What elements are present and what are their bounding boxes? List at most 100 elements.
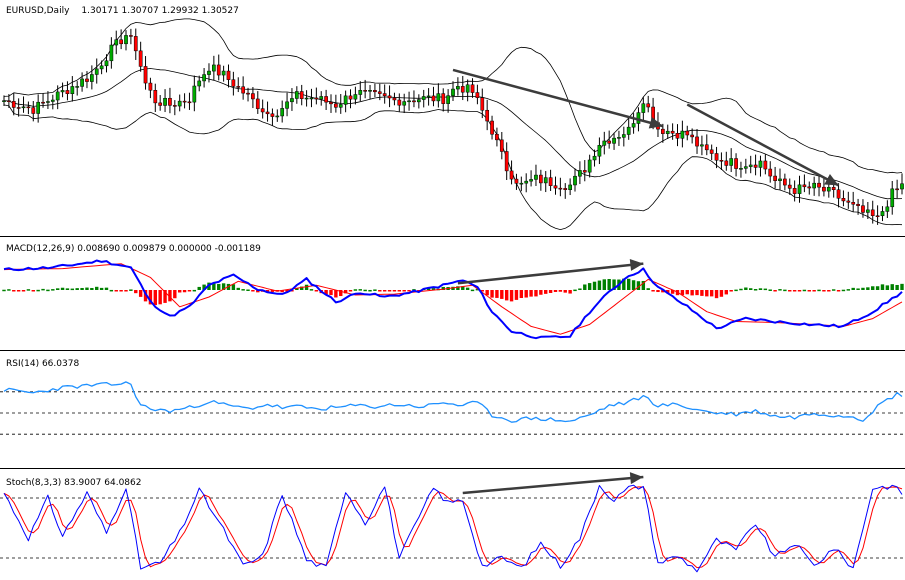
macd-histogram-bar xyxy=(456,286,460,290)
macd-histogram-bar xyxy=(827,290,831,292)
candle-body xyxy=(329,101,333,105)
candle-body xyxy=(851,202,856,205)
candle-body xyxy=(856,203,860,206)
candle-body xyxy=(80,78,84,87)
macd-histogram-bar xyxy=(431,288,436,290)
candles xyxy=(2,28,904,225)
macd-histogram-bar xyxy=(602,279,606,290)
macd-histogram-bar xyxy=(753,289,758,291)
macd-histogram-bar xyxy=(895,284,899,290)
candle-body xyxy=(802,184,807,188)
macd-histogram-bar xyxy=(807,290,811,292)
stoch-levels xyxy=(0,497,905,559)
candle-body xyxy=(509,170,514,180)
macd-histogram-bar xyxy=(177,290,182,293)
macd-pane[interactable]: MACD(12,26,9) 0.008690 0.009879 0.000000… xyxy=(2,244,904,340)
candle-body xyxy=(212,64,216,72)
candle-body xyxy=(797,184,802,194)
macd-histogram-bar xyxy=(309,289,314,291)
price-pane[interactable]: EURUSD,Daily 1.30171 1.30707 1.29932 1.30… xyxy=(2,6,904,231)
macd-line xyxy=(3,259,903,340)
macd-histogram-bar xyxy=(65,288,70,290)
macd-histogram-bar xyxy=(256,290,260,293)
macd-histogram-bar xyxy=(7,289,11,291)
macd-histogram-bar xyxy=(666,290,670,294)
candle-body xyxy=(138,50,143,67)
candle-body xyxy=(729,158,734,166)
candle-body xyxy=(11,101,16,108)
stoch-pane-label: Stoch(8,3,3) 83.9007 64.0862 xyxy=(6,478,141,488)
macd-histogram-bar xyxy=(124,290,128,292)
candle-body xyxy=(714,153,719,161)
bollinger-lower xyxy=(3,104,903,231)
candle-body xyxy=(260,108,265,113)
macd-histogram-bar xyxy=(21,290,26,292)
macd-histogram-bar xyxy=(534,290,538,297)
price-pane-label: EURUSD,Daily 1.30171 1.30707 1.29932 1.30… xyxy=(6,6,239,16)
candle-body xyxy=(875,215,880,217)
candle-body xyxy=(543,177,548,184)
macd-histogram-bar xyxy=(55,288,60,290)
candle-body xyxy=(231,79,236,87)
macd-histogram-bar xyxy=(558,290,563,292)
stoch-main-line xyxy=(3,484,903,573)
stoch-pane[interactable]: Stoch(8,3,3) 83.9007 64.0862 xyxy=(0,472,905,573)
macd-histogram-bar xyxy=(739,288,743,291)
macd-histogram-bar xyxy=(861,287,865,290)
macd-histogram-bar xyxy=(31,290,35,292)
macd-histogram-bar xyxy=(700,290,704,296)
candle-body xyxy=(368,90,372,92)
candle-body xyxy=(324,96,328,103)
candle-body xyxy=(426,95,431,98)
rsi-pane-label: RSI(14) 66.0378 xyxy=(6,359,79,369)
candle-body xyxy=(690,134,694,138)
macd-histogram-bar xyxy=(636,281,641,290)
macd-histogram-bar xyxy=(544,290,548,294)
macd-histogram-bar xyxy=(368,289,372,292)
candle-body xyxy=(7,100,11,102)
macd-histogram-bar xyxy=(182,290,187,293)
candle-body xyxy=(363,90,368,92)
macd-histogram-bar xyxy=(358,289,362,291)
macd-histogram-bar xyxy=(343,290,348,294)
candle-body xyxy=(568,184,572,190)
macd-histogram-bar xyxy=(187,290,192,292)
macd-histogram-bar xyxy=(822,290,826,292)
stoch-annotations xyxy=(462,472,644,495)
macd-histogram-bar xyxy=(514,290,519,300)
macd-histogram-bar xyxy=(329,290,333,296)
macd-histogram-bar xyxy=(836,290,841,292)
candle-body xyxy=(158,102,163,106)
candle-body xyxy=(641,103,646,113)
macd-histogram-bar xyxy=(729,290,733,292)
macd-histogram-bar xyxy=(680,290,685,296)
candle-body xyxy=(621,134,626,138)
candle-body xyxy=(270,113,275,117)
rsi-pane[interactable]: RSI(14) 66.0378 xyxy=(0,359,905,435)
candle-body xyxy=(163,97,167,106)
candle-body xyxy=(792,188,797,194)
candle-body xyxy=(748,164,753,167)
macd-histogram-bar xyxy=(568,290,572,294)
stoch-divergence-arrow-shaft xyxy=(462,475,644,495)
candle-body xyxy=(255,98,260,109)
macd-histogram-bar xyxy=(690,290,694,296)
macd-histogram-bar xyxy=(99,287,104,290)
candle-body xyxy=(70,86,75,94)
macd-histogram-bar xyxy=(104,287,109,290)
candle-body xyxy=(846,200,851,203)
candle-body xyxy=(26,106,31,109)
candle-body xyxy=(700,144,704,147)
candle-body xyxy=(524,180,529,184)
candle-body xyxy=(129,35,133,37)
candle-body xyxy=(602,140,607,146)
macd-histogram-bar xyxy=(890,284,894,290)
macd-histogram-bar xyxy=(363,289,367,292)
macd-histogram-bar xyxy=(519,290,524,299)
rsi-series xyxy=(3,381,903,423)
candle-body xyxy=(377,91,382,94)
candle-body xyxy=(192,85,197,103)
macd-histogram-bar xyxy=(490,290,494,298)
macd-histogram-bar xyxy=(817,289,821,292)
candle-body xyxy=(246,92,250,95)
